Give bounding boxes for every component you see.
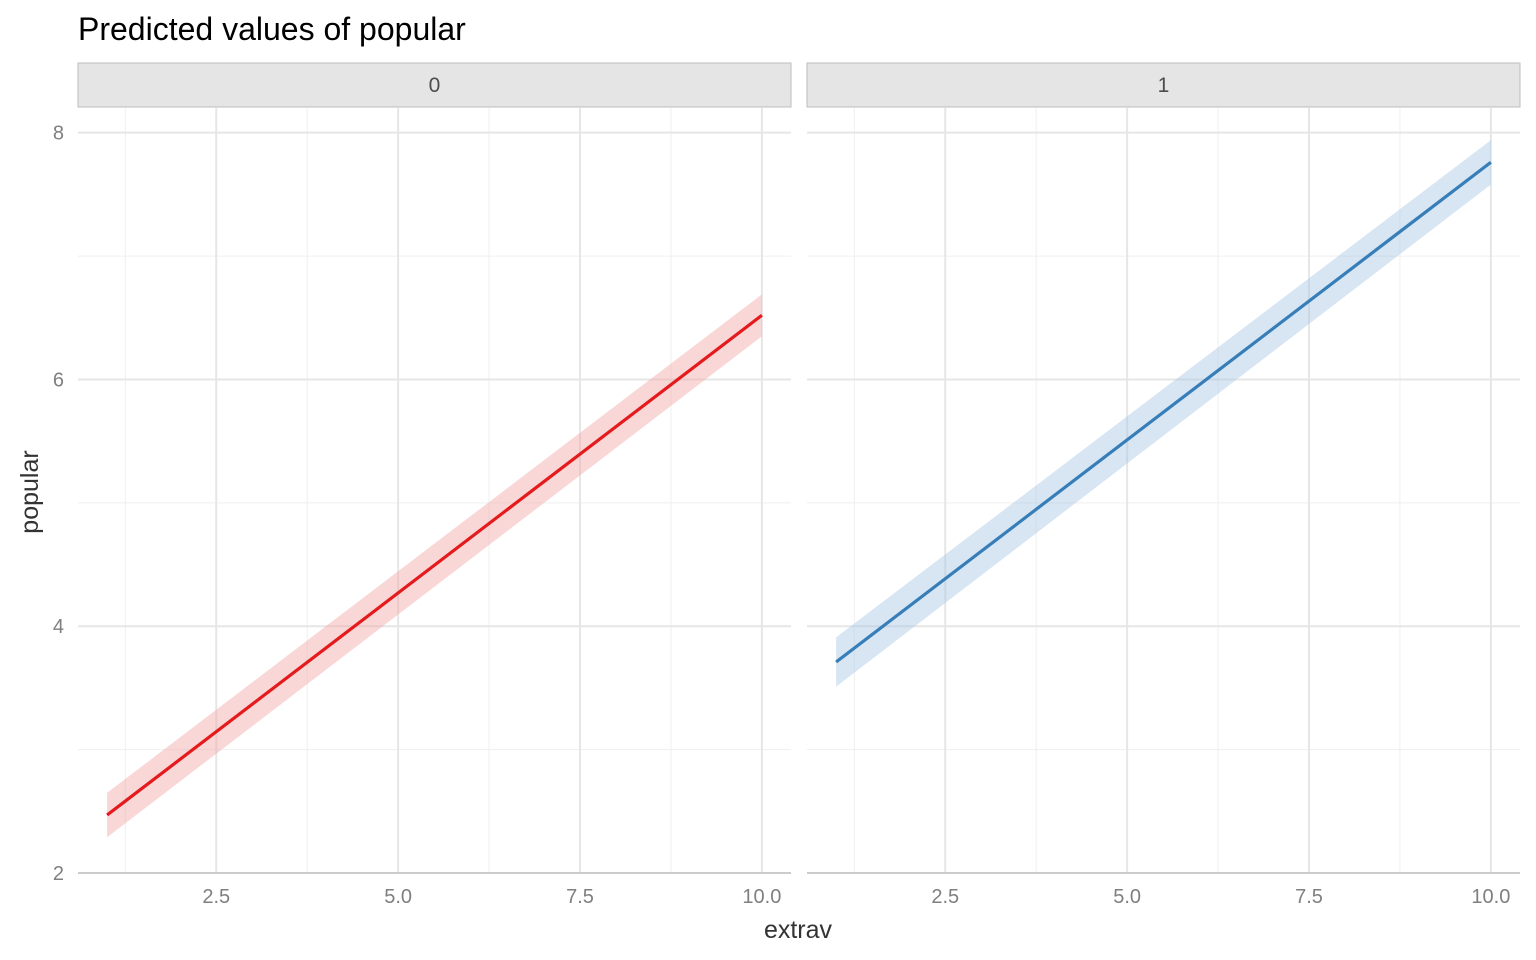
- y-tick-label: 4: [53, 616, 64, 638]
- x-tick-label: 2.5: [931, 886, 959, 908]
- x-tick-label: 10.0: [742, 886, 781, 908]
- facet-panel-0: 0 2.5 5.0 7.5 10.0: [77, 62, 792, 908]
- x-tick-label: 5.0: [384, 886, 412, 908]
- y-axis-ticks: 2 4 6 8: [53, 123, 64, 885]
- y-axis-title: popular: [16, 450, 44, 533]
- y-tick-label: 8: [53, 123, 64, 145]
- x-axis-title: extrav: [764, 916, 833, 944]
- facet-strip-label: 1: [1158, 74, 1170, 97]
- facet-panel-1: 1 2.5 5.0 7.5 10.0: [806, 62, 1521, 908]
- chart-title: Predicted values of popular: [78, 11, 466, 47]
- x-tick-label: 2.5: [202, 886, 230, 908]
- y-tick-label: 6: [53, 369, 64, 391]
- x-tick-label: 7.5: [1295, 886, 1323, 908]
- x-tick-label: 5.0: [1113, 886, 1141, 908]
- prediction-line: [835, 161, 1492, 664]
- facet-strip-label: 0: [429, 74, 441, 97]
- x-tick-label: 10.0: [1471, 886, 1510, 908]
- x-tick-label: 7.5: [566, 886, 594, 908]
- facet-strip: [806, 62, 1521, 108]
- facet-strip: [77, 62, 792, 108]
- facet-panels: 0 2.5 5.0 7.5 10.0 1 2.5 5.0 7.5 10.0: [77, 62, 1521, 908]
- prediction-line: [106, 314, 763, 817]
- y-tick-label: 2: [53, 863, 64, 885]
